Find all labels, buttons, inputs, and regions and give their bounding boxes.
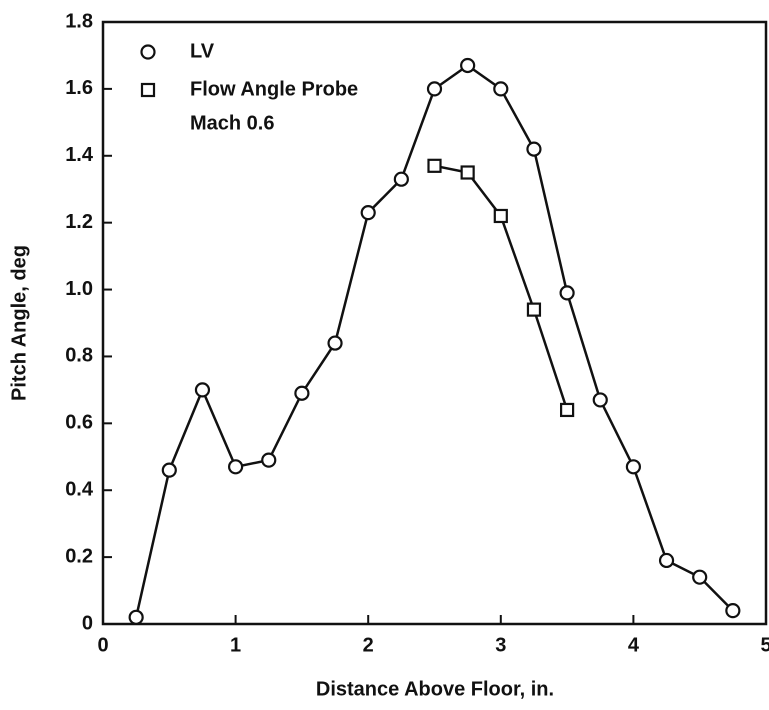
y-tick-label: 1.6 (65, 77, 93, 99)
data-point (261, 452, 277, 468)
data-point (625, 459, 642, 475)
legend-marker (140, 44, 156, 60)
data-point (427, 158, 442, 173)
data-point (228, 459, 244, 475)
data-point (426, 81, 443, 97)
data-point (725, 603, 741, 619)
annotation: Mach 0.6 (190, 112, 274, 134)
data-point (327, 335, 343, 351)
y-tick-label: 1.0 (65, 278, 93, 300)
data-point (460, 57, 476, 74)
data-point (559, 285, 575, 301)
plot-frame (101, 20, 768, 626)
data-point (128, 609, 144, 625)
y-tick-label: 1.8 (65, 10, 93, 32)
x-tick-label: 4 (628, 634, 640, 656)
data-point (592, 392, 608, 408)
y-tick-label: 1.4 (65, 144, 94, 166)
x-tick-label: 0 (97, 634, 108, 656)
data-point (294, 385, 310, 401)
x-tick-label: 1 (230, 634, 241, 656)
y-tick-label: 0.4 (65, 479, 94, 501)
data-point (559, 402, 575, 418)
data-point (194, 382, 211, 398)
x-axis-label: Distance Above Floor, in. (316, 678, 554, 700)
data-point (460, 165, 475, 180)
y-tick-label: 0.6 (65, 412, 93, 434)
data-point (493, 208, 508, 224)
y-tick-label: 0.8 (65, 345, 93, 367)
x-tick-label: 5 (760, 634, 769, 656)
data-point (360, 205, 376, 221)
y-tick-label: 1.2 (65, 211, 93, 233)
legend-label: Flow Angle Probe (190, 78, 358, 100)
data-point (526, 302, 542, 317)
data-point (526, 141, 542, 157)
data-point (658, 552, 675, 569)
data-point (393, 171, 409, 187)
legend-marker (140, 82, 156, 98)
x-tick-label: 3 (495, 634, 506, 656)
data-point (161, 462, 177, 478)
x-tick-label: 2 (363, 634, 374, 656)
data-point (493, 81, 509, 97)
data-point (692, 569, 708, 585)
y-tick-label: 0.2 (65, 545, 93, 567)
y-axis-label: Pitch Angle, deg (8, 245, 30, 401)
legend-label: LV (190, 40, 215, 62)
series-line (134, 63, 734, 618)
y-tick-label: 0 (82, 612, 93, 634)
